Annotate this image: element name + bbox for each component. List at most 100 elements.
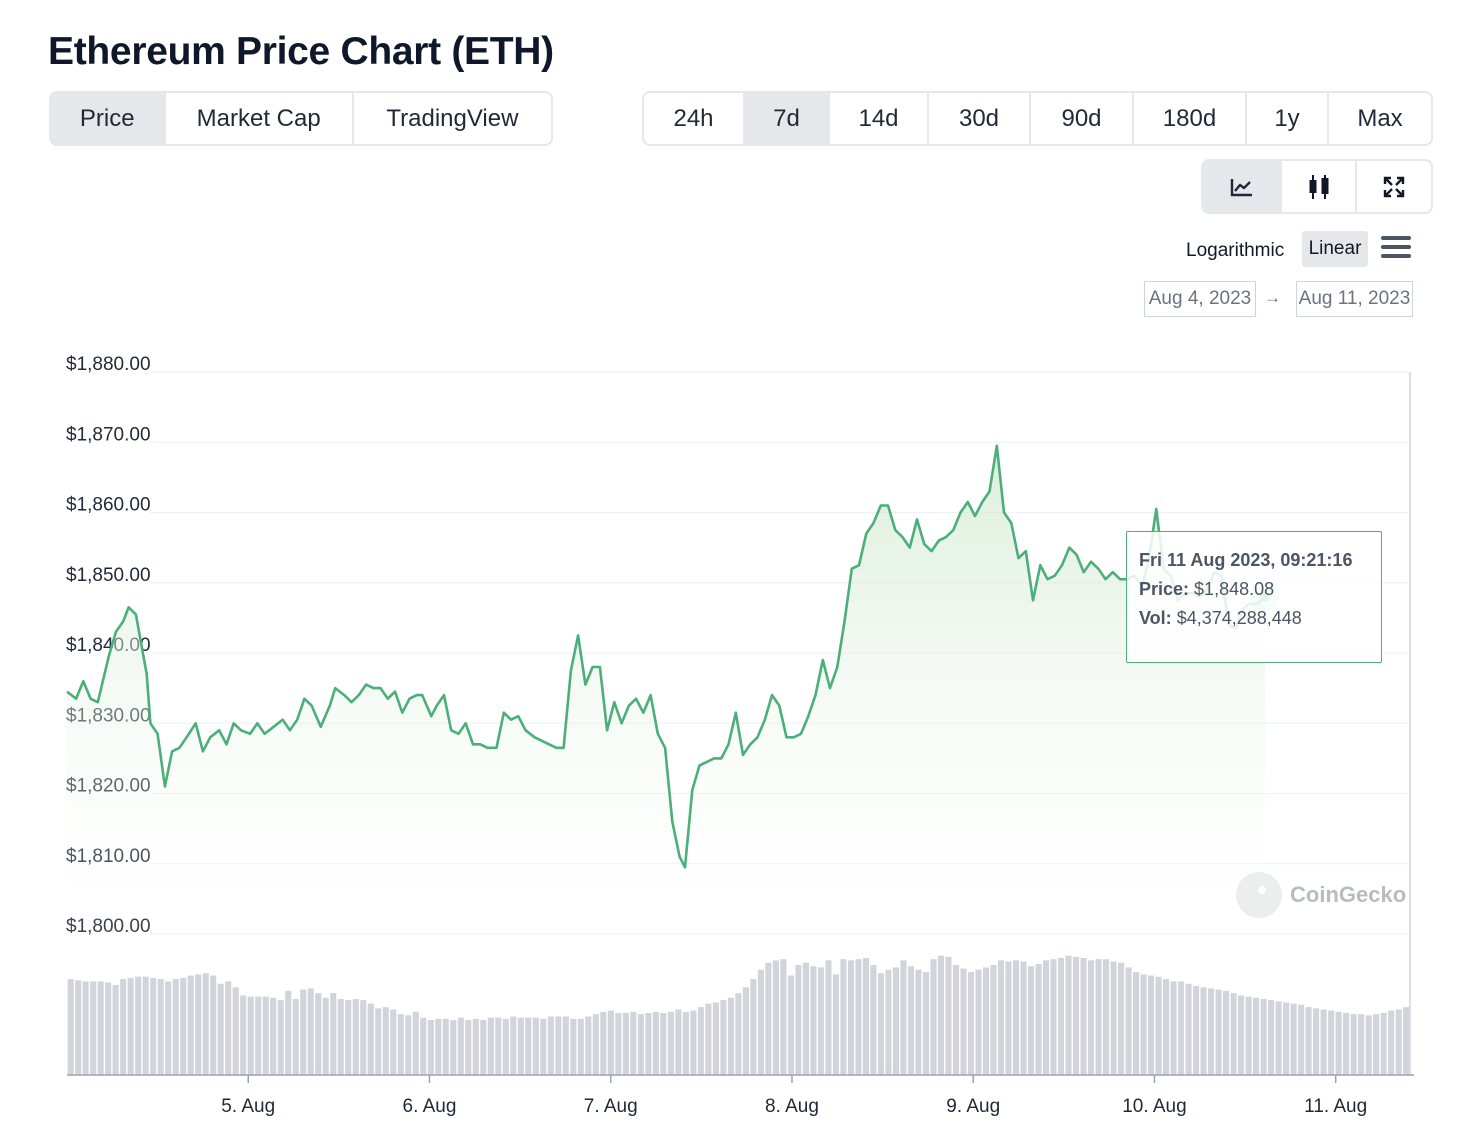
volume-bar <box>1110 961 1117 1075</box>
volume-bar <box>922 972 930 1075</box>
x-tick-label: 9. Aug <box>946 1096 1000 1117</box>
volume-bar <box>1395 1009 1402 1075</box>
volume-bar <box>247 996 254 1075</box>
volume-bar <box>150 977 157 1075</box>
volume-bar <box>1350 1014 1357 1075</box>
volume-bar <box>637 1014 644 1075</box>
volume-bar <box>412 1011 419 1075</box>
y-tick-label: $1,860.00 <box>66 495 151 516</box>
y-tick-label: $1,880.00 <box>66 354 151 375</box>
volume-bar <box>390 1009 397 1075</box>
range-180d[interactable]: 180d <box>1134 93 1247 144</box>
linear-toggle[interactable]: Linear <box>1302 231 1368 267</box>
range-1y[interactable]: 1y <box>1247 93 1329 144</box>
y-tick-label: $1,870.00 <box>66 424 151 445</box>
range-24h[interactable]: 24h <box>644 93 745 144</box>
volume-bar <box>120 979 127 1075</box>
volume-bar <box>660 1012 667 1075</box>
volume-bar <box>1268 1000 1275 1075</box>
line-chart-button[interactable] <box>1203 161 1282 212</box>
volume-bar <box>585 1016 592 1075</box>
x-axis-labels: 5. Aug 6. Aug 7. Aug 8. Aug 9. Aug 10. Aug 11.… <box>221 1096 1367 1117</box>
tooltip-price-value: $1,848.08 <box>1194 579 1275 599</box>
volume-bar <box>382 1007 389 1075</box>
x-axis <box>67 1074 1414 1083</box>
hamburger-menu-icon[interactable] <box>1381 236 1411 258</box>
volume-bar <box>472 1018 479 1075</box>
volume-bar <box>1320 1009 1327 1075</box>
volume-bar <box>1125 967 1132 1075</box>
volume-bar <box>405 1015 412 1075</box>
range-90d[interactable]: 90d <box>1031 93 1134 144</box>
x-tick-label: 11. Aug <box>1304 1096 1367 1117</box>
volume-bar <box>1072 956 1080 1075</box>
tooltip-price: Price: $1,848.08 <box>1139 579 1369 600</box>
volume-bar <box>562 1016 569 1075</box>
range-30d[interactable]: 30d <box>929 93 1031 144</box>
volume-bar <box>750 979 757 1075</box>
volume-bar <box>360 1000 367 1075</box>
logarithmic-toggle[interactable]: Logarithmic <box>1186 240 1285 261</box>
tooltip-vol-label: Vol: <box>1139 608 1172 628</box>
volume-bar <box>930 959 937 1075</box>
date-from-input[interactable]: Aug 4, 2023 <box>1144 281 1256 317</box>
volume-bar <box>1365 1015 1372 1075</box>
volume-bar <box>1298 1004 1305 1075</box>
volume-bar <box>945 956 952 1075</box>
range-7d[interactable]: 7d <box>745 93 830 144</box>
volume-bar <box>1065 955 1072 1075</box>
volume-bar <box>450 1020 457 1075</box>
volume-bar <box>1245 996 1252 1075</box>
volume-bar <box>465 1020 472 1075</box>
range-tabs: 24h 7d 14d 30d 90d 180d 1y Max <box>642 91 1433 146</box>
volume-bar <box>735 993 742 1075</box>
volume-bar <box>1095 959 1102 1075</box>
volume-bar <box>1057 958 1065 1075</box>
volume-bar <box>690 1010 697 1075</box>
tab-price[interactable]: Price <box>51 93 166 144</box>
volume-bar <box>810 966 817 1075</box>
fullscreen-button[interactable] <box>1357 161 1431 212</box>
x-tick-label: 10. Aug <box>1122 1096 1186 1117</box>
volume-bar <box>105 982 112 1075</box>
volume-bar <box>367 1003 374 1075</box>
volume-bar <box>862 958 869 1075</box>
volume-bar <box>375 1008 382 1075</box>
tab-tradingview[interactable]: TradingView <box>386 104 519 132</box>
range-14d[interactable]: 14d <box>830 93 929 144</box>
volume-bar <box>435 1018 442 1075</box>
volume-bar <box>187 975 194 1075</box>
volume-bar <box>705 1003 712 1075</box>
volume-bar <box>502 1018 509 1075</box>
volume-bar <box>1388 1010 1395 1075</box>
volume-bars <box>67 955 1410 1075</box>
volume-bar <box>1328 1010 1335 1075</box>
volume-bar <box>607 1010 614 1075</box>
date-to-input[interactable]: Aug 11, 2023 <box>1296 281 1413 317</box>
volume-bar <box>300 989 307 1075</box>
volume-bar <box>495 1017 502 1075</box>
volume-bar <box>780 959 787 1075</box>
volume-bar <box>1358 1014 1365 1075</box>
volume-bar <box>225 981 232 1075</box>
volume-bar <box>1163 979 1170 1075</box>
volume-bar <box>352 998 359 1075</box>
volume-bar <box>90 981 97 1075</box>
volume-bar <box>1185 983 1192 1075</box>
tab-market-cap[interactable]: Market Cap <box>166 93 354 144</box>
volume-bar <box>1170 981 1177 1075</box>
volume-bar <box>975 969 982 1075</box>
volume-bar <box>165 981 172 1075</box>
range-max[interactable]: Max <box>1357 104 1403 132</box>
volume-bar <box>1148 975 1155 1075</box>
volume-bar <box>112 984 119 1075</box>
volume-bar <box>217 983 224 1075</box>
volume-bar <box>255 996 262 1075</box>
volume-bar <box>480 1020 487 1075</box>
volume-bar <box>210 975 217 1075</box>
volume-bar <box>720 1000 727 1075</box>
candlestick-button[interactable] <box>1282 161 1357 212</box>
price-area <box>66 444 1281 934</box>
volume-bar <box>510 1016 517 1075</box>
